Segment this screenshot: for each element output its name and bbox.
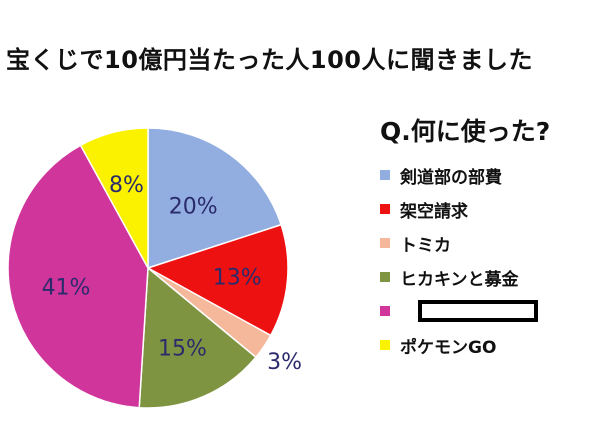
legend-item: トミカ bbox=[380, 226, 595, 260]
legend: 剣道部の部費 架空請求 トミカ ヒカキンと募金 ポケモンGO bbox=[380, 158, 595, 362]
legend-swatch bbox=[380, 340, 390, 350]
legend-item bbox=[380, 294, 595, 328]
pie-slice bbox=[79, 127, 149, 269]
legend-swatch bbox=[380, 204, 390, 214]
slice-label: 15% bbox=[158, 337, 207, 362]
legend-label: 架空請求 bbox=[400, 201, 468, 222]
legend-label: ポケモンGO bbox=[400, 337, 497, 358]
legend-item: ポケモンGO bbox=[380, 328, 595, 362]
chart-title-text: 宝くじで10億円当たった人100人に聞きました bbox=[6, 46, 533, 74]
legend-item: 剣道部の部費 bbox=[380, 158, 595, 192]
redacted-label-box bbox=[418, 300, 538, 322]
slice-label: 20% bbox=[169, 195, 218, 220]
legend-swatch bbox=[380, 238, 390, 248]
slice-label: 41% bbox=[42, 275, 91, 300]
legend-swatch bbox=[380, 306, 390, 316]
legend-label: 剣道部の部費 bbox=[400, 167, 502, 188]
legend-swatch bbox=[380, 272, 390, 282]
legend-item: 架空請求 bbox=[380, 192, 595, 226]
pie-slice bbox=[147, 127, 283, 270]
pie-slice bbox=[138, 266, 257, 409]
slice-label: 8% bbox=[109, 173, 144, 198]
legend-label: ヒカキンと募金 bbox=[400, 269, 519, 290]
legend-swatch bbox=[380, 170, 390, 180]
chart-subtitle: Q.何に使った? bbox=[380, 117, 551, 146]
chart-title: 宝くじで10億円当たった人100人に聞きました bbox=[0, 36, 600, 76]
pie-slice bbox=[146, 223, 289, 337]
slice-label: 3% bbox=[267, 350, 302, 375]
legend-label: トミカ bbox=[400, 235, 451, 256]
pie-slice bbox=[7, 144, 149, 409]
legend-item: ヒカキンと募金 bbox=[380, 260, 595, 294]
slice-label: 13% bbox=[213, 265, 262, 290]
